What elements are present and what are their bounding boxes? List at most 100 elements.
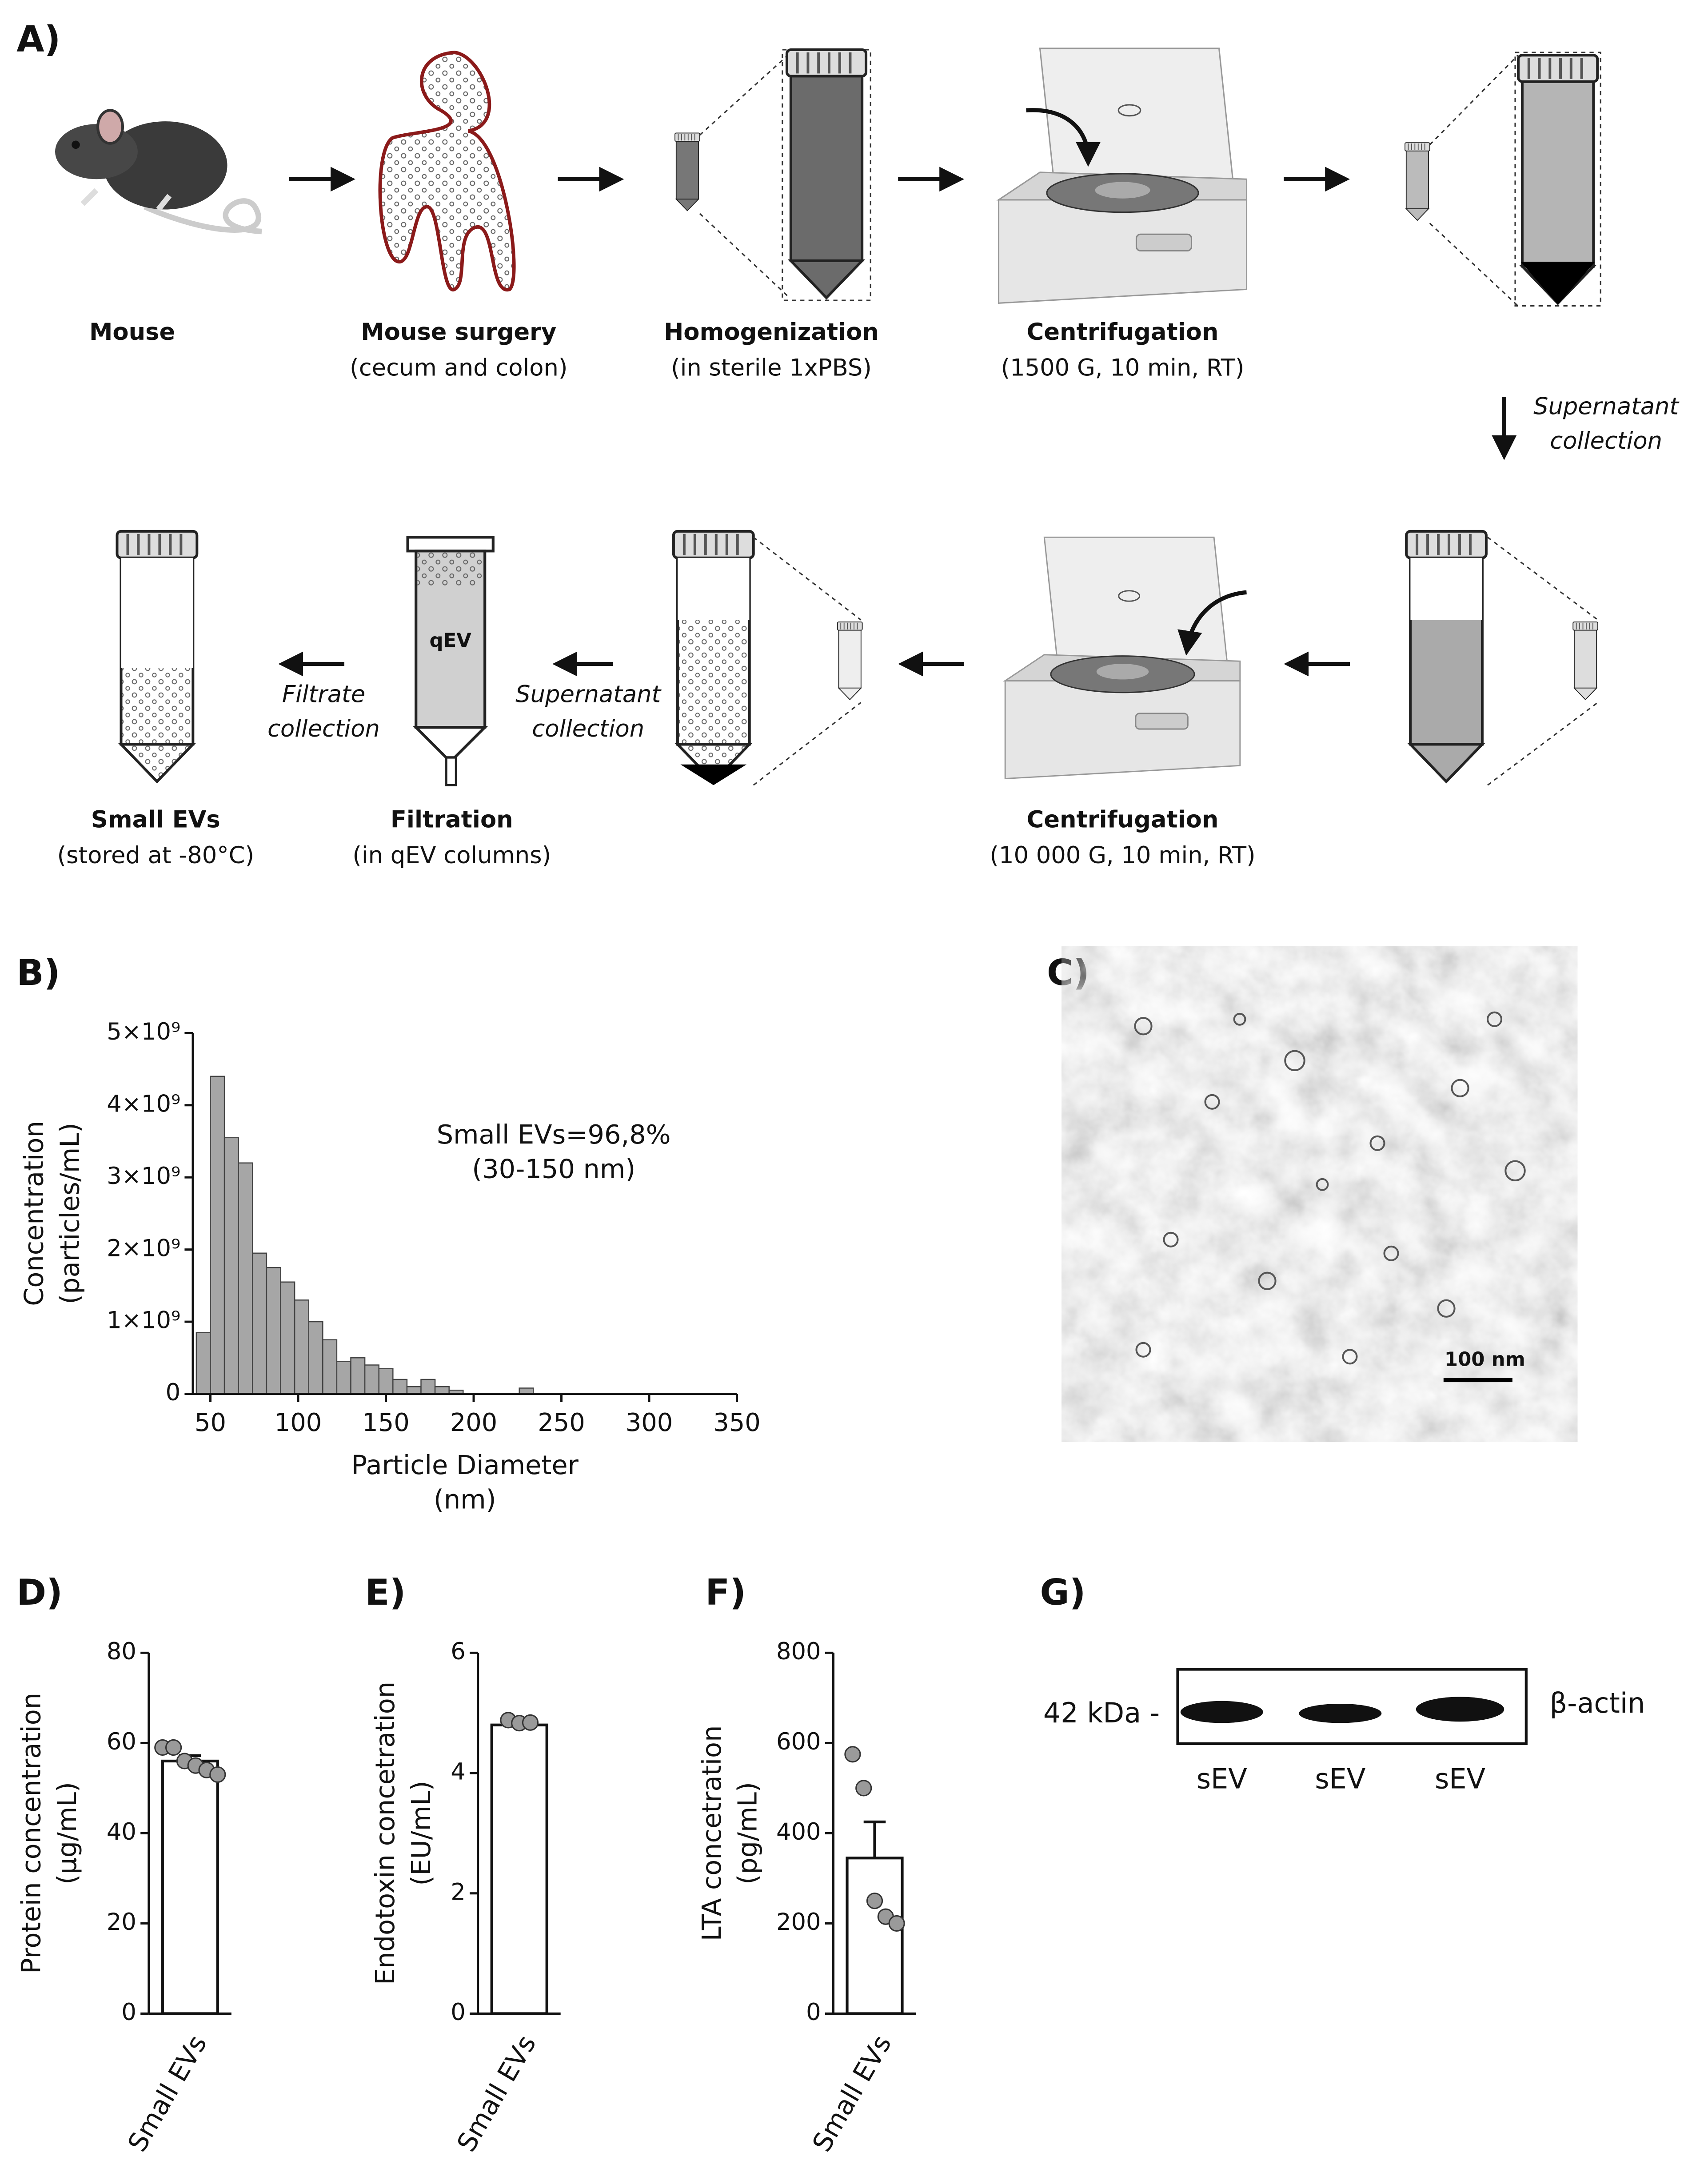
- centrifuge-icon: [1004, 536, 1241, 780]
- x-tick-label: 200: [450, 1408, 497, 1437]
- tube-icon: [1406, 531, 1598, 786]
- lane-label: sEV: [1435, 1763, 1485, 1795]
- data-point: [855, 1780, 872, 1797]
- panel-label: E): [365, 1572, 406, 1614]
- column-icon: [406, 536, 495, 786]
- x-tick-label: 300: [626, 1408, 673, 1437]
- x-tick-label: Small EVs: [122, 2030, 213, 2157]
- panel-label: F): [705, 1572, 746, 1614]
- step-title: Centrifugation: [1027, 319, 1219, 346]
- tube-icon: [674, 531, 863, 786]
- y-axis-label: Endotoxin concetration: [370, 1682, 400, 1985]
- y-axis-label: (EU/mL): [406, 1781, 436, 1885]
- step-title: Filtration: [391, 806, 513, 833]
- data-point: [866, 1893, 883, 1909]
- y-tick-label: 800: [776, 1638, 821, 1665]
- x-tick-label: 250: [538, 1408, 585, 1437]
- lane-label: sEV: [1197, 1763, 1247, 1795]
- panel-label: C): [1047, 952, 1089, 994]
- annotation: Small EVs=96,8%: [437, 1119, 671, 1150]
- x-tick-label: 50: [195, 1408, 226, 1437]
- x-tick-label: 100: [275, 1408, 322, 1437]
- step-detail: (stored at -80°C): [57, 842, 254, 869]
- mouse-icon: [55, 109, 262, 235]
- bar: [490, 1723, 548, 2015]
- step-detail: (in qEV columns): [352, 842, 551, 869]
- histogram-bar: [238, 1162, 253, 1395]
- panel-label: A): [16, 18, 60, 60]
- histogram-bar: [308, 1321, 323, 1395]
- histogram-bar: [294, 1299, 309, 1395]
- step-note: Supernatant: [515, 681, 662, 708]
- y-tick-label: 4×10⁹: [107, 1090, 180, 1117]
- histogram-bar: [350, 1357, 366, 1395]
- step-detail: (10 000 G, 10 min, RT): [990, 842, 1255, 869]
- y-tick-label: 3×10⁹: [107, 1163, 180, 1190]
- y-axis-label: (particles/mL): [54, 1123, 85, 1304]
- histogram-bar: [322, 1339, 338, 1395]
- histogram-bar: [280, 1281, 295, 1395]
- x-tick-label: Small EVs: [451, 2030, 542, 2157]
- x-tick-label: Small EVs: [806, 2030, 897, 2157]
- histogram-bar: [420, 1379, 436, 1395]
- arrow: [1177, 590, 1247, 656]
- y-tick-label: 600: [776, 1728, 821, 1755]
- step-note: Filtrate: [282, 681, 365, 708]
- y-tick-label: 0: [121, 1999, 136, 2026]
- y-tick-label: 80: [107, 1638, 136, 1665]
- data-point: [844, 1746, 861, 1763]
- y-axis-label: (pg/mL): [732, 1782, 763, 1885]
- histogram-bar: [210, 1076, 225, 1395]
- error-bar: [863, 1820, 886, 1858]
- y-axis-label: Protein concentration: [16, 1693, 47, 1974]
- y-tick-label: 200: [776, 1909, 821, 1936]
- annotation: (30-150 nm): [472, 1153, 635, 1184]
- step-detail: (1500 G, 10 min, RT): [1001, 355, 1245, 382]
- step-title: Homogenization: [664, 319, 879, 346]
- y-tick-label: 20: [107, 1909, 136, 1936]
- y-tick-label: 4: [451, 1758, 466, 1785]
- step-title: Mouse: [89, 319, 175, 346]
- y-tick-label: 1×10⁹: [107, 1307, 180, 1334]
- data-point: [888, 1915, 905, 1932]
- y-tick-label: 0: [806, 1999, 821, 2026]
- y-axis-label: LTA concetration: [696, 1726, 727, 1941]
- step-note: Supernatant: [1533, 393, 1680, 420]
- histogram-bar: [364, 1364, 379, 1395]
- data-point: [165, 1739, 182, 1756]
- y-tick-label: 0: [166, 1379, 181, 1406]
- y-tick-label: 400: [776, 1818, 821, 1845]
- arrows: [278, 167, 1517, 677]
- column-label: qEV: [430, 630, 472, 652]
- tube-icon: [117, 531, 197, 781]
- y-tick-label: 5×10⁹: [107, 1018, 180, 1045]
- marker-label: 42 kDa -: [1043, 1697, 1160, 1729]
- micrograph: [1105, 988, 1535, 1401]
- y-tick-label: 0: [451, 1999, 466, 2026]
- histogram-bar: [223, 1137, 239, 1395]
- intestine-icon: [378, 51, 516, 292]
- data-point: [522, 1714, 539, 1731]
- y-tick-label: 60: [107, 1728, 136, 1755]
- y-axis-label: Concentration: [19, 1121, 49, 1306]
- arrow: [1026, 108, 1101, 167]
- y-tick-label: 6: [451, 1638, 466, 1665]
- step-title: Mouse surgery: [361, 319, 556, 346]
- step-note: collection: [1550, 427, 1662, 454]
- x-tick-label: 150: [362, 1408, 410, 1437]
- panel-label: D): [16, 1572, 63, 1614]
- bar: [161, 1759, 219, 2015]
- panel-label: B): [16, 952, 60, 994]
- histogram-bar: [378, 1368, 394, 1395]
- histogram-bar: [336, 1361, 351, 1395]
- tube-icon: [674, 50, 871, 301]
- y-tick-label: 2: [451, 1878, 466, 1905]
- step-title: Centrifugation: [1027, 806, 1219, 833]
- histogram-bar: [266, 1267, 281, 1395]
- x-axis-label: (nm): [434, 1484, 496, 1514]
- x-axis-label: Particle Diameter: [351, 1450, 579, 1480]
- lane-label: sEV: [1315, 1763, 1365, 1795]
- tube-icon: [1405, 52, 1601, 307]
